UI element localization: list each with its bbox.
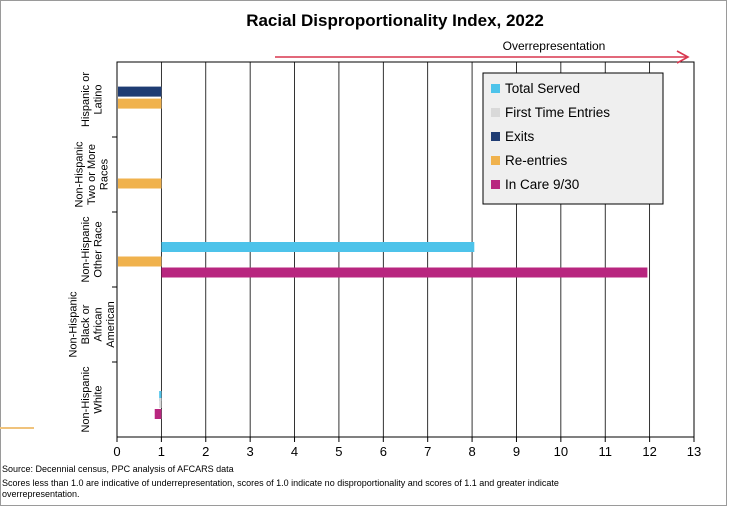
legend-label: Re-entries [505,153,568,168]
bar [118,256,162,267]
bar [154,409,162,419]
bar [161,267,648,278]
legend-swatch [491,108,500,117]
category-label: Non-Hispanic Black or African American [67,291,117,358]
x-tick-label: 8 [468,444,475,459]
plot-border [116,61,695,438]
x-tick-label: 7 [424,444,431,459]
legend-swatch [491,84,500,93]
bar [118,98,162,109]
category-label: Non-Hispanic White [80,366,105,433]
bar [118,178,162,189]
interpretation-note-line-2: overrepresentation. [2,489,80,499]
legend-label: First Time Entries [505,105,610,120]
bar [159,391,162,401]
category-label-line: White [92,385,104,413]
legend-label: In Care 9/30 [505,177,579,192]
x-tick-label: 5 [335,444,342,459]
x-tick-label: 4 [291,444,298,459]
category-label: Non-Hispanic Two or More Races [74,141,111,208]
x-tick-label: 13 [687,444,701,459]
bar [118,86,162,97]
bar [161,242,475,252]
x-tick-label: 11 [598,444,612,459]
category-label-line: African [92,307,104,341]
category-label-line: Hispanic or [80,72,92,127]
category-label-line: Non-Hispanic [74,141,86,208]
x-tick-label: 10 [554,444,568,459]
overrepresentation-annotation: Overrepresentation [275,39,690,64]
category-label-line: Races [99,158,111,190]
source-note: Source: Decennial census, PPC analysis o… [2,464,234,474]
x-tick-label: 12 [642,444,656,459]
category-label: Non-Hispanic Other Race [80,216,105,283]
category-label: Hispanic or Latino [80,72,105,127]
category-label-line: Other Race [92,221,104,277]
category-label-line: Latino [92,85,104,115]
category-label-line: Black or [80,304,92,344]
legend-swatch [491,180,500,189]
legend-label: Total Served [505,81,580,96]
category-label-line: Non-Hispanic [80,216,92,283]
category-label-line: Two or More [86,144,98,205]
x-tick-label: 6 [380,444,387,459]
interpretation-note-line-1: Scores less than 1.0 are indicative of u… [2,478,559,488]
x-tick-label: 1 [158,444,165,459]
overrepresentation-arrow-head [676,50,690,64]
x-tick-label: 0 [113,444,120,459]
bar [159,398,162,408]
category-label-line: American [105,301,117,347]
legend-label: Exits [505,129,535,144]
legend-swatch [491,132,500,141]
legend-box [482,72,664,205]
x-tick-label: 2 [202,444,209,459]
x-tick-label: 3 [247,444,254,459]
edge-decoration [0,427,34,429]
chart-title: Racial Disproportionality Index, 2022 [246,11,544,30]
category-label-line: Non-Hispanic [67,291,79,358]
legend: Total Served First Time Entries Exits Re-en… [482,72,664,205]
category-label-line: Non-Hispanic [80,366,92,433]
legend-swatch [491,156,500,165]
overrepresentation-label: Overrepresentation [503,39,606,53]
x-tick-label: 9 [513,444,520,459]
